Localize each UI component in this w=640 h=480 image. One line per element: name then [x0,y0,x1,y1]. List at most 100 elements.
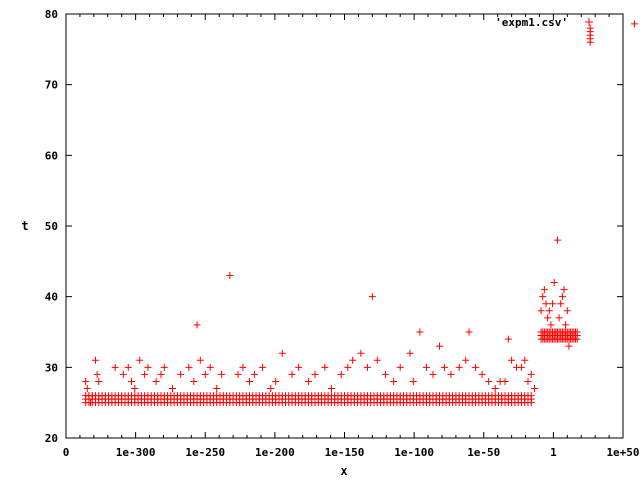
data-point [119,370,127,378]
data-point [406,349,414,357]
data-point [239,363,247,371]
data-point [206,363,214,371]
data-point [436,342,444,350]
data-point [327,385,335,393]
data-point [504,335,512,343]
data-point [95,377,103,385]
y-tick-label: 70 [45,79,58,92]
legend-label: 'expm1.csv' [495,16,568,29]
data-point [131,385,139,393]
x-tick-label: 1e-300 [116,446,156,459]
data-point [190,377,198,385]
data-point [168,385,176,393]
x-tick-label: 1e-250 [185,446,225,459]
data-point [368,293,376,301]
data-point [157,370,165,378]
data-point [521,356,529,364]
data-point [465,328,473,336]
data-point [128,377,136,385]
data-point [177,370,185,378]
data-point [213,385,221,393]
data-point [152,377,160,385]
data-point [485,377,493,385]
data-point [160,363,168,371]
legend-marker [585,18,593,26]
data-point [304,377,312,385]
data-point [440,363,448,371]
data-point [91,356,99,364]
data-point [218,370,226,378]
data-point [549,300,557,308]
data-point [344,363,352,371]
data-point [124,363,132,371]
data-point [311,370,319,378]
data-point [547,321,555,329]
data-point [491,385,499,393]
y-tick-label: 80 [45,8,58,21]
data-point [83,385,91,393]
data-point [226,271,234,279]
data-point [531,385,539,393]
data-point [245,377,253,385]
data-point [82,377,90,385]
data-point [185,363,193,371]
data-point [501,377,509,385]
data-point [563,307,571,315]
x-axis-label: x [340,464,347,478]
data-point [562,321,570,329]
data-point [539,293,547,301]
x-tick-label: 1e-50 [467,446,500,459]
y-tick-label: 60 [45,149,58,162]
data-point [586,24,594,32]
data-point [272,377,280,385]
data-point [234,370,242,378]
data-point [409,377,417,385]
data-point [558,293,566,301]
y-tick-label: 20 [45,432,58,445]
data-point [560,286,568,294]
data-point [555,314,563,322]
data-point [144,363,152,371]
x-tick-label: 1 [550,446,557,459]
data-point [455,363,463,371]
data-points [82,20,638,407]
data-point [363,363,371,371]
data-point [201,370,209,378]
y-axis-label: t [21,219,28,233]
y-tick-label: 50 [45,220,58,233]
data-point [416,328,424,336]
data-point [278,349,286,357]
data-point [542,300,550,308]
legend: 'expm1.csv' [495,16,593,29]
data-point [196,356,204,364]
data-point [545,307,553,315]
data-point [517,363,525,371]
data-point [141,370,149,378]
x-tick-label: 0 [63,446,70,459]
data-point [295,363,303,371]
data-point [478,370,486,378]
data-point [259,363,267,371]
data-point [429,370,437,378]
data-point [462,356,470,364]
data-point [373,356,381,364]
axis-ticks [65,13,624,439]
data-point [508,356,516,364]
data-point [349,356,357,364]
data-point [390,377,398,385]
x-tick-label: 1e+50 [606,446,639,459]
data-point [267,385,275,393]
data-point [544,314,552,322]
data-point [527,370,535,378]
data-point [557,300,565,308]
data-point [447,370,455,378]
data-point [111,363,119,371]
data-point [288,370,296,378]
tick-labels: 0 1e-300 1e-250 1e-200 1e-150 1e-100 1e-50 1 1e+… [45,8,640,459]
data-point [630,20,638,28]
data-point [93,370,101,378]
data-point [422,363,430,371]
data-point [472,363,480,371]
data-point [565,342,573,350]
